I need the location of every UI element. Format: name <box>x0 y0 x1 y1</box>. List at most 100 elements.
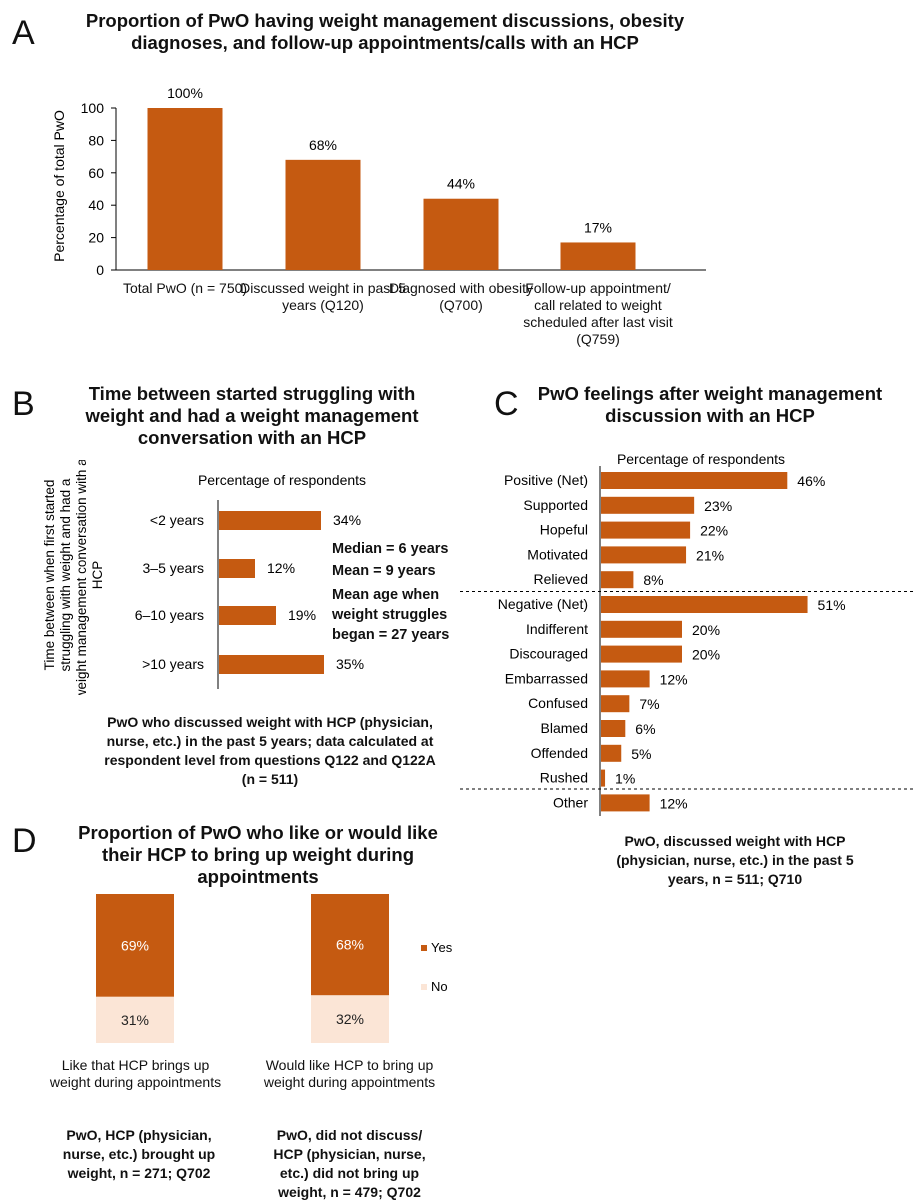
panel-c-title: PwO feelings after weight management dis… <box>537 383 883 426</box>
panel-c-data-label: 1% <box>615 771 635 787</box>
panel-c-category-other: Other <box>553 794 588 810</box>
panel-d-no-label: 32% <box>336 1011 364 1027</box>
panel-c-data-label: 22% <box>700 523 728 539</box>
panel-d-letter: D <box>12 822 37 860</box>
panel-a-ytick-label: 20 <box>88 230 104 246</box>
panel-c-bar <box>601 670 650 688</box>
panel-c-category-offended: Offended <box>531 745 588 761</box>
panel-c-category-motivated: Motivated <box>527 546 588 562</box>
panel-c-data-label: 5% <box>631 746 651 762</box>
panel-d-bar-yes <box>311 894 389 996</box>
panel-b-chart: Time between when first startedstrugglin… <box>42 460 366 695</box>
panel-d-category-label: Would like HCP to bring up weight during… <box>263 1057 436 1090</box>
panel-b-data-label: 19% <box>288 607 316 623</box>
panel-c-category-confused: Confused <box>528 695 588 711</box>
panel-d-yes-label: 69% <box>121 937 149 953</box>
panel-c-data-label: 51% <box>818 597 846 613</box>
panel-b-mean-age: Mean age when weight struggles began = 2… <box>332 587 450 643</box>
legend-label-no: No <box>431 979 448 994</box>
panel-b-letter: B <box>12 385 35 423</box>
legend-swatch-no <box>421 984 427 990</box>
panel-d-note-1: PwO, HCP (physician, nurse, etc.) brough… <box>62 1127 216 1181</box>
panel-a-bar <box>560 242 636 270</box>
panel-a-ytick-label: 60 <box>88 165 104 181</box>
panel-b-bar <box>219 559 255 578</box>
panel-b-xlabel: Percentage of respondents <box>198 472 366 488</box>
panel-c-category-indifferent: Indifferent <box>526 621 588 637</box>
panel-b-category-label: <2 years <box>150 512 204 528</box>
panel-c-bar <box>601 744 622 762</box>
panel-b-mean: Mean = 9 years <box>332 563 436 579</box>
panel-d-no-label: 31% <box>121 1012 149 1028</box>
panel-b-median: Median = 6 years <box>332 541 449 557</box>
panel-c-bar <box>601 695 630 713</box>
panel-b-data-label: 12% <box>267 560 295 576</box>
panel-c-category-positive-net: Positive (Net) <box>504 472 588 488</box>
panel-a-ytick-label: 100 <box>81 100 105 116</box>
panel-a-bar <box>147 108 223 270</box>
panel-c-bar <box>601 720 626 737</box>
panel-d-bar-no <box>311 995 389 1043</box>
panel-b-title: Time between started struggling with wei… <box>85 383 419 448</box>
panel-a-data-label: 68% <box>309 137 337 153</box>
panel-a-chart: Percentage of total PwO 0 20 40 60 80 100 100… <box>51 85 706 278</box>
legend-swatch-yes <box>421 945 427 951</box>
panel-b-bar <box>219 511 321 530</box>
panel-c-data-label: 20% <box>692 647 720 663</box>
panel-c-bar <box>601 645 682 663</box>
panel-b-note: PwO who discussed weight with HCP (physi… <box>104 714 436 787</box>
panel-c-chart: Percentage of respondents Positive (Net)… <box>460 451 914 816</box>
panel-a-bar <box>285 159 361 270</box>
panel-c-bar <box>601 596 808 613</box>
panel-a-data-label: 17% <box>584 219 612 235</box>
panel-c-category-embarrassed: Embarrassed <box>505 670 588 686</box>
panel-c-bar <box>601 769 606 787</box>
panel-a-category-label: Diagnosed with obesity (Q700) <box>389 280 533 313</box>
panel-c-data-label: 12% <box>660 671 688 687</box>
panel-c-category-rushed: Rushed <box>540 770 588 786</box>
panel-d-title: Proportion of PwO who like or would like… <box>78 822 438 887</box>
panel-c-category-negative-net: Negative (Net) <box>498 596 588 612</box>
panel-d-note-2: PwO, did not discuss/ HCP (physician, nu… <box>273 1127 426 1200</box>
panel-a-ylabel: Percentage of total PwO <box>51 110 67 262</box>
panel-a-category-label: Follow-up appointment/ call related to w… <box>523 280 673 347</box>
panel-d-chart: 69% 31% 68% 32% Yes No <box>96 894 453 1043</box>
panel-c-xlabel: Percentage of respondents <box>617 451 785 467</box>
panel-d-bar-yes <box>96 894 174 997</box>
panel-a-ytick-label: 40 <box>88 197 104 213</box>
panel-c-bar <box>601 546 687 564</box>
panel-c-letter: C <box>494 385 519 423</box>
panel-a-letter: A <box>12 14 35 52</box>
panel-a-title: Proportion of PwO having weight manageme… <box>85 10 685 53</box>
panel-b-category-label: >10 years <box>142 656 204 672</box>
panel-c-data-label: 21% <box>696 547 724 563</box>
panel-b-ylabel: Time between when first startedstrugglin… <box>42 460 105 695</box>
panel-c-data-label: 23% <box>704 498 732 514</box>
panel-a-ytick-label: 80 <box>88 132 104 148</box>
panel-d-yes-label: 68% <box>336 937 364 953</box>
panel-c-data-label: 12% <box>660 795 688 811</box>
panel-d-category-label: Like that HCP brings up weight during ap… <box>49 1057 222 1090</box>
panel-c-data-label: 8% <box>643 572 663 588</box>
panel-c-bar <box>601 496 695 514</box>
panel-a-category-label: Discussed weight in past 5 years (Q120) <box>240 280 406 313</box>
panel-c-data-label: 46% <box>797 473 825 489</box>
panel-c-category-hopeful: Hopeful <box>540 522 588 538</box>
panel-c-bar <box>601 571 634 589</box>
panel-c-bar <box>601 521 691 539</box>
panel-a-bar <box>423 198 499 270</box>
panel-b-data-label: 35% <box>336 656 364 672</box>
panel-a-category-label: Total PwO (n = 750) <box>122 280 248 296</box>
legend-label-yes: Yes <box>431 940 453 955</box>
panel-b-category-label: 3–5 years <box>143 560 204 576</box>
panel-c-data-label: 7% <box>639 696 659 712</box>
panel-b-data-label: 34% <box>333 512 361 528</box>
panel-b-bar <box>219 655 324 674</box>
panel-c-category-relieved: Relieved <box>534 571 588 587</box>
panel-c-bar <box>601 620 682 638</box>
panel-c-note: PwO, discussed weight with HCP (physicia… <box>616 833 854 887</box>
panel-c-bar <box>601 794 650 812</box>
panel-b-category-label: 6–10 years <box>135 607 204 623</box>
panel-c-category-blamed: Blamed <box>541 720 588 736</box>
panel-d-bar-no <box>96 996 174 1043</box>
